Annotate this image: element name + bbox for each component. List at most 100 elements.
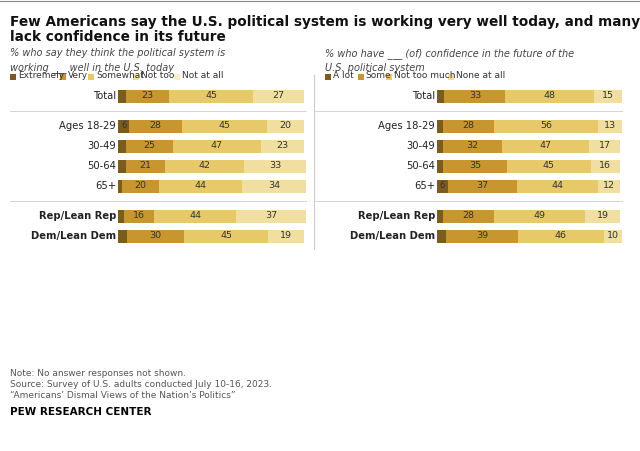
Text: Some: Some bbox=[365, 72, 391, 80]
Text: 33: 33 bbox=[468, 92, 481, 101]
Bar bbox=[268, 230, 304, 243]
Bar bbox=[325, 74, 331, 80]
Text: 35: 35 bbox=[469, 161, 481, 170]
Bar bbox=[604, 230, 622, 243]
Bar bbox=[444, 89, 506, 102]
Bar bbox=[598, 179, 620, 193]
Bar bbox=[169, 89, 253, 102]
Text: 39: 39 bbox=[476, 231, 488, 240]
Text: % who say they think the political system is
working ___ well in the U.S. today: % who say they think the political syste… bbox=[10, 48, 225, 73]
Bar bbox=[159, 179, 242, 193]
Bar bbox=[165, 160, 244, 172]
Text: Not too: Not too bbox=[141, 72, 175, 80]
Text: 19: 19 bbox=[280, 231, 292, 240]
Bar bbox=[174, 74, 180, 80]
Text: 30: 30 bbox=[150, 231, 162, 240]
Bar bbox=[442, 120, 494, 133]
Text: 17: 17 bbox=[598, 142, 611, 151]
Bar bbox=[589, 139, 620, 152]
Text: 28: 28 bbox=[150, 121, 161, 130]
Bar bbox=[437, 160, 442, 172]
Bar bbox=[118, 179, 122, 193]
Text: 34: 34 bbox=[268, 181, 280, 190]
Text: Rep/Lean Rep: Rep/Lean Rep bbox=[38, 211, 116, 221]
Bar bbox=[10, 74, 16, 80]
Text: 37: 37 bbox=[476, 181, 488, 190]
Bar bbox=[448, 179, 516, 193]
Text: 30-49: 30-49 bbox=[87, 141, 116, 151]
Text: 28: 28 bbox=[463, 121, 474, 130]
Text: 33: 33 bbox=[269, 161, 281, 170]
Text: 21: 21 bbox=[140, 161, 151, 170]
Text: Note: No answer responses not shown.: Note: No answer responses not shown. bbox=[10, 369, 186, 378]
Bar bbox=[494, 120, 598, 133]
Bar bbox=[585, 210, 620, 222]
Text: 6: 6 bbox=[440, 181, 445, 190]
Text: Dem/Lean Dem: Dem/Lean Dem bbox=[350, 231, 435, 241]
Text: 20: 20 bbox=[279, 121, 291, 130]
Text: % who have ___ (of) confidence in the future of the
U.S. political system: % who have ___ (of) confidence in the fu… bbox=[325, 48, 574, 73]
Bar bbox=[244, 160, 306, 172]
Bar bbox=[386, 74, 392, 80]
Text: “Americans’ Dismal Views of the Nation’s Politics”: “Americans’ Dismal Views of the Nation’s… bbox=[10, 391, 236, 400]
Bar bbox=[598, 120, 622, 133]
Text: 13: 13 bbox=[604, 121, 616, 130]
Text: 47: 47 bbox=[211, 142, 223, 151]
Bar bbox=[437, 139, 442, 152]
Text: 47: 47 bbox=[540, 142, 551, 151]
Text: 12: 12 bbox=[603, 181, 615, 190]
Text: Ages 18-29: Ages 18-29 bbox=[378, 121, 435, 131]
Bar bbox=[595, 89, 622, 102]
Bar bbox=[506, 89, 595, 102]
Bar bbox=[437, 230, 446, 243]
Text: 6: 6 bbox=[121, 121, 126, 130]
Text: None at all: None at all bbox=[456, 72, 506, 80]
Text: 16: 16 bbox=[132, 212, 145, 221]
Bar bbox=[437, 120, 442, 133]
Bar bbox=[502, 139, 589, 152]
Text: 49: 49 bbox=[534, 212, 546, 221]
Text: 50-64: 50-64 bbox=[406, 161, 435, 171]
Text: Very: Very bbox=[68, 72, 88, 80]
Bar bbox=[118, 120, 129, 133]
Bar bbox=[133, 74, 140, 80]
Text: Somewhat: Somewhat bbox=[96, 72, 144, 80]
Bar bbox=[261, 139, 304, 152]
Text: 44: 44 bbox=[551, 181, 563, 190]
Text: 19: 19 bbox=[596, 212, 609, 221]
Bar bbox=[118, 89, 125, 102]
Bar bbox=[118, 160, 125, 172]
Text: 28: 28 bbox=[463, 212, 474, 221]
Bar bbox=[442, 139, 502, 152]
Text: 44: 44 bbox=[195, 181, 207, 190]
Text: 50-64: 50-64 bbox=[87, 161, 116, 171]
Bar bbox=[442, 210, 494, 222]
Bar bbox=[508, 160, 591, 172]
Text: Dem/Lean Dem: Dem/Lean Dem bbox=[31, 231, 116, 241]
Bar bbox=[124, 210, 154, 222]
Bar bbox=[242, 179, 306, 193]
Bar bbox=[154, 210, 236, 222]
Text: Rep/Lean Rep: Rep/Lean Rep bbox=[358, 211, 435, 221]
Bar bbox=[118, 230, 127, 243]
Text: Ages 18-29: Ages 18-29 bbox=[60, 121, 116, 131]
Bar bbox=[266, 120, 304, 133]
Text: 23: 23 bbox=[141, 92, 153, 101]
Text: 30-49: 30-49 bbox=[406, 141, 435, 151]
Bar bbox=[516, 179, 598, 193]
Bar bbox=[125, 160, 165, 172]
Bar bbox=[437, 210, 442, 222]
Text: Few Americans say the U.S. political system is working very well today, and many: Few Americans say the U.S. political sys… bbox=[10, 15, 640, 29]
Text: 46: 46 bbox=[555, 231, 567, 240]
Bar bbox=[127, 230, 184, 243]
Bar bbox=[125, 89, 169, 102]
Bar bbox=[118, 210, 124, 222]
Bar bbox=[182, 120, 266, 133]
Text: lack confidence in its future: lack confidence in its future bbox=[10, 30, 226, 44]
Text: PEW RESEARCH CENTER: PEW RESEARCH CENTER bbox=[10, 407, 152, 417]
Text: 42: 42 bbox=[198, 161, 211, 170]
Bar bbox=[437, 179, 448, 193]
Text: 27: 27 bbox=[273, 92, 285, 101]
Text: 56: 56 bbox=[540, 121, 552, 130]
Bar bbox=[88, 74, 94, 80]
